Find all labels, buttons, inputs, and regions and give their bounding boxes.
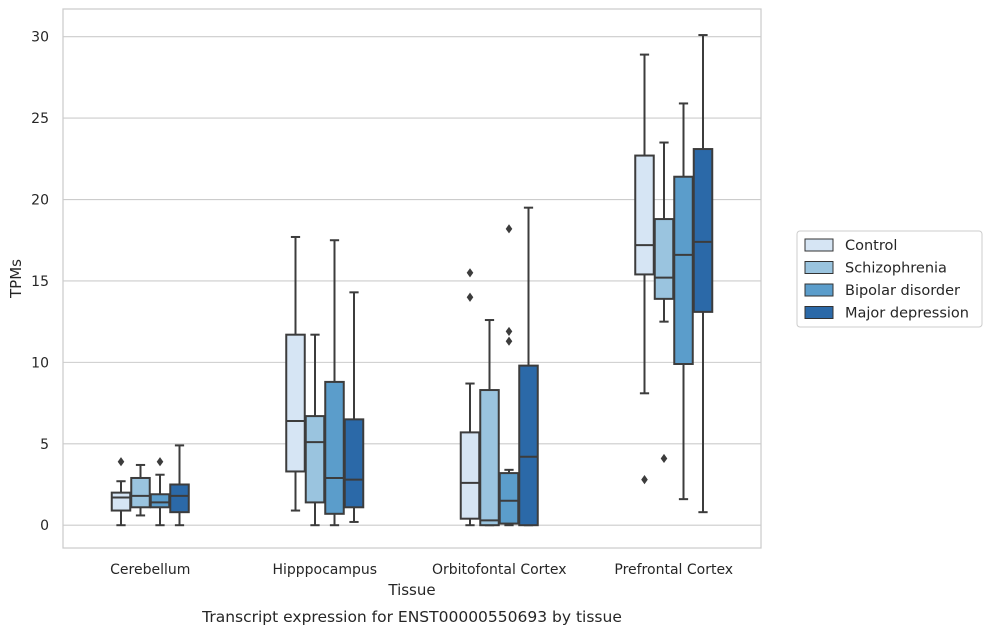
box-body xyxy=(304,415,326,504)
y-tick-label: 25 xyxy=(31,111,49,127)
box-3-1 xyxy=(653,141,675,464)
x-tick-label: Prefrontal Cortex xyxy=(614,562,733,578)
legend-swatch xyxy=(804,306,834,319)
box-body xyxy=(130,476,151,509)
box-body xyxy=(324,380,345,515)
box-2-1 xyxy=(479,319,500,527)
y-tick-labels: 0 5 10 15 20 25 30 xyxy=(31,30,49,535)
x-axis-label: Tissue xyxy=(387,581,435,599)
legend-frame xyxy=(796,230,983,328)
y-axis-label: TPMs xyxy=(7,259,25,299)
y-tick-label: 10 xyxy=(31,355,49,371)
outlier-point xyxy=(505,326,513,337)
box-body xyxy=(110,491,132,512)
legend-swatch xyxy=(804,238,834,252)
x-tick-label: Hipppocampus xyxy=(272,562,377,578)
box-body xyxy=(343,418,365,509)
box-1-3 xyxy=(343,291,365,523)
legend-swatch xyxy=(804,283,834,297)
box-2-0 xyxy=(459,268,481,527)
outlier-point xyxy=(660,453,668,464)
outlier-point xyxy=(117,457,125,467)
box-2-3 xyxy=(518,206,539,527)
plot-frame xyxy=(62,8,762,549)
outlier-point xyxy=(505,336,513,346)
plot-area xyxy=(110,34,714,527)
box-3-0 xyxy=(634,53,655,485)
x-tick-labels: Cerebellum Hipppocampus Orbitofontal Corte… xyxy=(110,562,733,578)
box-body xyxy=(479,389,500,527)
outlier-point xyxy=(156,457,164,467)
box-0-1 xyxy=(130,463,151,517)
legend-swatch xyxy=(804,261,834,274)
box-body xyxy=(692,148,714,313)
box-body xyxy=(169,483,190,514)
outlier-point xyxy=(505,224,513,234)
y-tick-label: 20 xyxy=(31,193,49,209)
box-body xyxy=(498,472,520,525)
box-body xyxy=(149,493,171,509)
box-body xyxy=(673,175,694,365)
outlier-point xyxy=(641,475,648,485)
box-3-2 xyxy=(673,102,694,501)
box-0-0 xyxy=(110,457,132,527)
box-1-2 xyxy=(324,239,345,527)
legend-label: Major depression xyxy=(845,306,969,322)
y-tick-label: 0 xyxy=(40,518,49,534)
box-3-3 xyxy=(692,34,714,514)
x-tick-label: Orbitofontal Cortex xyxy=(432,562,567,578)
outlier-point xyxy=(466,292,474,302)
outlier-point xyxy=(466,268,474,278)
box-body xyxy=(634,154,655,276)
y-tick-label: 15 xyxy=(31,274,49,290)
legend: Control Schizophrenia Bipolar disorder Majo… xyxy=(796,230,983,328)
gridlines xyxy=(63,36,761,526)
box-body xyxy=(285,333,306,473)
box-1-0 xyxy=(285,235,306,512)
x-tick-label: Cerebellum xyxy=(110,562,190,578)
y-tick-label: 30 xyxy=(31,30,49,46)
box-body xyxy=(459,431,481,520)
y-tick-label: 5 xyxy=(40,437,49,453)
box-2-2 xyxy=(498,224,520,527)
box-1-1 xyxy=(304,333,326,527)
chart-caption: Transcript expression for ENST0000055069… xyxy=(201,608,622,626)
box-0-2 xyxy=(149,457,171,527)
legend-label: Control xyxy=(845,238,897,254)
legend-label: Bipolar disorder xyxy=(845,283,960,299)
legend-label: Schizophrenia xyxy=(845,261,947,277)
box-body xyxy=(518,364,539,527)
box-0-3 xyxy=(169,444,190,527)
box-body xyxy=(653,218,675,300)
